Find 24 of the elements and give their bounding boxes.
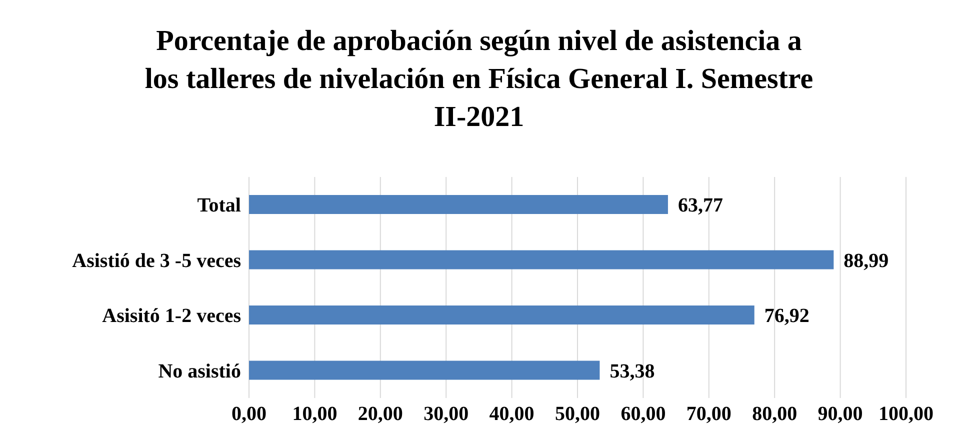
x-tick-label: 0,00 xyxy=(232,403,266,426)
data-label: 53,38 xyxy=(610,360,655,382)
data-label: 63,77 xyxy=(678,194,723,217)
chart-title: Porcentaje de aprobación según nivel de asistencia a los talleres de nivelación en Física General I. Semestre II-2021 xyxy=(144,24,814,135)
data-label: 88,99 xyxy=(844,250,889,272)
x-tick-label: 100,00 xyxy=(878,403,934,426)
x-tick-label: 20,00 xyxy=(358,403,403,426)
bar xyxy=(249,360,600,380)
x-tick-label: 30,00 xyxy=(424,403,469,426)
bar xyxy=(249,195,668,214)
x-tick-label: 90,00 xyxy=(818,403,863,426)
x-tick-label: 60,00 xyxy=(620,403,666,426)
data-label: 76,92 xyxy=(764,305,810,328)
bar xyxy=(249,306,754,324)
x-tick-label: 70,00 xyxy=(686,403,732,426)
x-tick-label: 80,00 xyxy=(752,403,798,426)
y-tick-label: Total xyxy=(197,194,242,217)
y-tick-label: Asistió de 3 -5 veces xyxy=(72,250,242,272)
x-tick-label: 50,00 xyxy=(555,403,600,426)
x-tick-label: 10,00 xyxy=(292,403,338,426)
bar xyxy=(249,250,834,270)
x-tick-label: 40,00 xyxy=(489,403,534,426)
y-tick-label: No asistió xyxy=(158,360,241,382)
y-tick-label: Asisitó 1-2 veces xyxy=(102,305,242,328)
